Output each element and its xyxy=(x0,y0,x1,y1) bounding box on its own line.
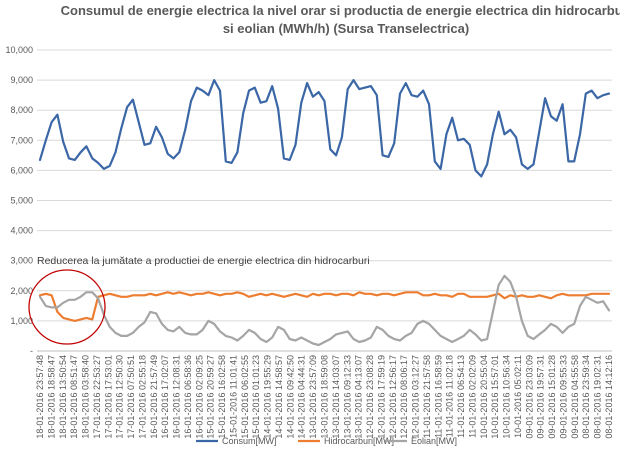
series-line-hidrocarburi xyxy=(38,291,611,322)
chart-title-line-1: Consumul de energie electrica la nivel o… xyxy=(61,3,620,18)
x-tick-label: 12-01-2016 17:59:19 xyxy=(376,355,386,439)
y-tick-label: 3,000 xyxy=(10,256,33,266)
x-tick-label: 16-01-2016 21:57:49 xyxy=(149,355,159,439)
x-tick-label: 09-01-2016 15:01:28 xyxy=(547,355,557,439)
y-tick-label: 4,000 xyxy=(10,226,33,236)
legend-label: Consum[MW] xyxy=(222,436,277,446)
x-tick-label: 13-01-2016 04:13:07 xyxy=(354,355,364,439)
x-tick-label: 15-01-2016 11:01:41 xyxy=(228,355,238,438)
y-tick-label: 8,000 xyxy=(10,105,33,115)
x-tick-label: 16-01-2016 06:58:36 xyxy=(183,355,193,439)
highlight-ellipse xyxy=(28,269,106,345)
x-tick-label: 11-01-2016 16:58:59 xyxy=(433,355,443,438)
x-tick-label: 18-01-2016 08:51:47 xyxy=(69,355,79,439)
x-tick-label: 17-01-2016 02:55:18 xyxy=(137,355,147,439)
legend-label: Hidrocarburi[MW] xyxy=(324,436,394,446)
x-tick-label: 16-01-2016 02:09:25 xyxy=(194,355,204,439)
x-tick-label: 18-01-2016 23:57:48 xyxy=(35,355,45,439)
x-tick-label: 17-01-2016 17:53:01 xyxy=(103,355,113,439)
y-tick-label: 10,000 xyxy=(5,45,33,55)
y-tick-label: - xyxy=(30,346,33,356)
x-tick-label: 12-01-2016 08:06:17 xyxy=(399,355,409,439)
x-tick-label: 13-01-2016 14:03:07 xyxy=(331,355,341,439)
x-tick-label: 14-01-2016 09:42:50 xyxy=(285,355,295,439)
x-tick-label: 17-01-2016 07:50:51 xyxy=(126,355,136,439)
x-tick-label: 15-01-2016 06:02:55 xyxy=(240,355,250,439)
x-tick-label: 10-01-2016 10:56:34 xyxy=(502,355,512,439)
x-tick-label: 15-01-2016 16:02:58 xyxy=(217,355,227,439)
x-tick-label: 10-01-2016 05:02:11 xyxy=(513,355,523,438)
series-lines xyxy=(38,78,611,347)
x-tick-label: 11-01-2016 21:57:58 xyxy=(422,355,432,438)
x-tick-label: 12-01-2016 03:12:27 xyxy=(411,355,421,439)
chart-title-line-2: si eolian (MWh/h) (Sursa Transelectrica) xyxy=(223,21,469,36)
x-tick-label: 09-01-2016 23:03:09 xyxy=(524,355,534,439)
series-line-eolian xyxy=(38,274,611,347)
y-tick-label: 5,000 xyxy=(10,196,33,206)
x-tick-label: 12-01-2016 23:08:28 xyxy=(365,355,375,439)
y-axis-tick-labels: - 1,000 2,000 3,000 4,000 5,000 6,000 7,000 8,00… xyxy=(5,45,33,356)
x-tick-label: 13-01-2016 18:59:08 xyxy=(320,355,330,439)
x-tick-label: 10-01-2016 15:57:01 xyxy=(490,355,500,439)
x-tick-label: 09-01-2016 19:57:31 xyxy=(536,355,546,439)
y-tick-label: 6,000 xyxy=(10,165,33,175)
y-tick-label: 2,000 xyxy=(10,286,33,296)
x-tick-label: 14-01-2016 19:55:29 xyxy=(263,355,273,439)
x-tick-label: 18-01-2016 18:58:47 xyxy=(46,355,56,439)
gridlines xyxy=(37,49,612,322)
x-tick-label: 09-01-2016 04:55:58 xyxy=(570,355,580,439)
annotation-text: Reducerea la jumătate a productiei de en… xyxy=(37,255,370,267)
x-tick-label: 14-01-2016 14:58:57 xyxy=(274,355,284,439)
x-tick-label: 14-01-2016 04:44:31 xyxy=(297,355,307,439)
x-tick-label: 15-01-2016 20:59:27 xyxy=(206,355,216,439)
x-tick-label: 16-01-2016 12:08:31 xyxy=(172,355,182,439)
x-tick-label: 08-01-2016 14:12:16 xyxy=(604,355,614,439)
x-tick-label: 12-01-2016 12:56:17 xyxy=(388,355,398,439)
y-tick-label: 9,000 xyxy=(10,75,33,85)
x-tick-label: 11-01-2016 11:02:18 xyxy=(445,355,455,437)
x-tick-label: 08-01-2016 19:02:31 xyxy=(593,355,603,439)
legend-label: Eolian[MW] xyxy=(411,436,457,446)
x-tick-label: 13-01-2016 23:57:09 xyxy=(308,355,318,439)
x-tick-label: 18-01-2016 03:58:40 xyxy=(81,355,91,439)
x-tick-label: 15-01-2016 01:01:23 xyxy=(251,355,261,439)
x-tick-label: 18-01-2016 13:50:54 xyxy=(58,355,68,439)
x-tick-label: 09-01-2016 09:55:33 xyxy=(558,355,568,439)
x-tick-label: 08-01-2016 23:59:34 xyxy=(581,355,591,439)
legend: Consum[MW] Hidrocarburi[MW] Eolian[MW] xyxy=(196,436,457,446)
x-tick-label: 11-01-2016 02:02:09 xyxy=(467,355,477,438)
y-tick-label: 7,000 xyxy=(10,135,33,145)
y-tick-label: 1,000 xyxy=(10,316,33,326)
series-line-consum xyxy=(38,78,611,178)
x-tick-label: 17-01-2016 12:50:30 xyxy=(115,355,125,439)
x-tick-label: 10-01-2016 20:55:04 xyxy=(479,355,489,439)
x-tick-label: 13-01-2016 09:12:33 xyxy=(342,355,352,439)
x-axis-tick-labels: 18-01-2016 23:57:48 18-01-2016 18:58:47 18… xyxy=(35,355,614,439)
x-tick-label: 11-01-2016 06:54:13 xyxy=(456,355,466,438)
x-tick-label: 17-01-2016 22:53:27 xyxy=(92,355,102,439)
x-tick-label: 16-01-2016 17:02:07 xyxy=(160,355,170,439)
